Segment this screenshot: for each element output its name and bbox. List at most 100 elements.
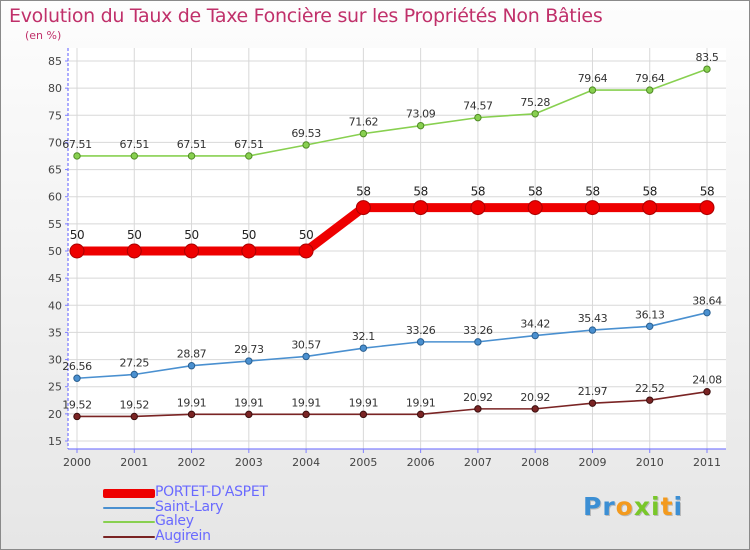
data-label: 21.97 — [578, 385, 608, 398]
legend-swatch — [103, 535, 155, 538]
data-label: 19.91 — [406, 396, 436, 409]
x-tick-label: 2006 — [407, 456, 435, 469]
data-label: 73.09 — [406, 108, 436, 121]
data-point — [302, 141, 310, 149]
x-tick-label: 2011 — [693, 456, 721, 469]
data-label: 58 — [585, 185, 599, 199]
y-tick-label: 80 — [48, 82, 62, 95]
data-label: 32.1 — [352, 330, 375, 343]
data-label: 74.57 — [463, 100, 493, 113]
data-label: 20.92 — [463, 391, 493, 404]
data-label: 27.25 — [120, 357, 150, 370]
data-label: 69.53 — [291, 127, 321, 140]
data-point — [302, 410, 310, 419]
data-label: 71.62 — [349, 116, 379, 129]
data-label: 79.64 — [578, 72, 608, 85]
brand-letter: x — [633, 492, 651, 521]
y-tick-label: 45 — [48, 272, 62, 285]
y-tick-label: 50 — [48, 245, 62, 258]
data-label: 36.13 — [635, 308, 665, 321]
data-label: 33.26 — [463, 324, 493, 337]
data-label: 75.28 — [520, 96, 550, 109]
data-point — [359, 129, 368, 138]
data-label: 58 — [471, 185, 485, 199]
data-label: 67.51 — [234, 138, 264, 151]
data-label: 58 — [642, 185, 656, 199]
data-point — [474, 405, 482, 413]
data-label: 19.52 — [120, 398, 150, 411]
brand-letter: t — [660, 492, 674, 521]
data-point — [416, 121, 425, 130]
data-point — [130, 370, 138, 379]
series-line — [76, 311, 708, 380]
data-point — [245, 152, 253, 160]
legend-label: Saint-Lary — [155, 498, 224, 515]
legend-label: Galey — [155, 513, 194, 529]
data-point — [359, 344, 368, 352]
data-label: 19.91 — [349, 396, 379, 409]
data-label: 19.52 — [62, 398, 92, 411]
series-line — [72, 203, 712, 256]
data-label: 50 — [70, 228, 84, 242]
data-point — [646, 396, 654, 404]
y-tick-label: 70 — [48, 136, 62, 149]
x-tick-label: 2004 — [292, 456, 320, 469]
data-point — [245, 357, 253, 365]
x-tick-label: 2003 — [235, 456, 263, 469]
data-label: 50 — [184, 228, 198, 242]
x-tick-label: 2010 — [636, 456, 664, 469]
data-point — [126, 243, 142, 259]
series-portet-d-aspet: 50 50 50 50 50 58 58 58 58 58 58 58 — [69, 185, 715, 259]
data-label: 26.56 — [62, 360, 92, 373]
data-label: 19.91 — [291, 396, 321, 409]
legend-swatch — [103, 506, 155, 509]
data-point — [187, 152, 196, 160]
brand-letter: r — [602, 492, 616, 521]
series-line — [76, 68, 708, 157]
data-point — [703, 308, 711, 317]
x-tick-label: 2007 — [464, 456, 492, 469]
data-point — [474, 338, 482, 346]
y-tick-label: 25 — [48, 381, 62, 394]
data-point — [245, 410, 253, 419]
data-label: 30.57 — [291, 338, 321, 351]
data-label: 28.87 — [177, 348, 207, 361]
data-point — [413, 200, 429, 216]
data-label: 34.42 — [520, 318, 550, 331]
y-tick-label: 75 — [48, 109, 62, 122]
legend-label: PORTET-D'ASPET — [155, 484, 268, 500]
data-point — [703, 65, 711, 73]
y-tick-label: 85 — [48, 55, 62, 68]
y-tick-label: 30 — [48, 354, 62, 367]
data-point — [69, 243, 85, 259]
series-galey: 67.51 67.51 67.51 67.51 69.53 71.62 73.09 74.57… — [62, 51, 719, 160]
data-label: 50 — [242, 228, 256, 242]
data-label: 19.91 — [234, 396, 264, 409]
series-line — [76, 390, 708, 418]
data-point — [531, 331, 539, 340]
brand-letter: i — [651, 492, 661, 521]
data-label: 83.5 — [696, 51, 719, 64]
data-point — [187, 362, 196, 370]
data-point — [646, 86, 654, 94]
data-point — [241, 243, 257, 259]
y-axis-unit: (en %) — [25, 29, 62, 42]
brand-letter: P — [583, 492, 603, 521]
data-point — [642, 200, 658, 216]
data-point — [73, 374, 81, 382]
data-point — [588, 86, 597, 94]
data-point — [588, 326, 597, 334]
data-label: 58 — [356, 185, 370, 199]
data-point — [359, 410, 368, 419]
data-label: 67.51 — [177, 138, 207, 151]
y-tick-label: 65 — [48, 164, 62, 177]
data-label: 79.64 — [635, 72, 665, 85]
x-tick-label: 2009 — [578, 456, 606, 469]
data-label: 22.52 — [635, 382, 665, 395]
data-point — [416, 338, 425, 346]
gridlines: 15 20 25 30 35 40 45 50 55 60 65 70 75 80 85 2000 2001 20… — [48, 48, 726, 469]
data-label: 67.51 — [62, 138, 92, 151]
series-augirein: 19.52 19.52 19.91 19.91 19.91 19.91 19.91 20.92… — [62, 374, 723, 421]
